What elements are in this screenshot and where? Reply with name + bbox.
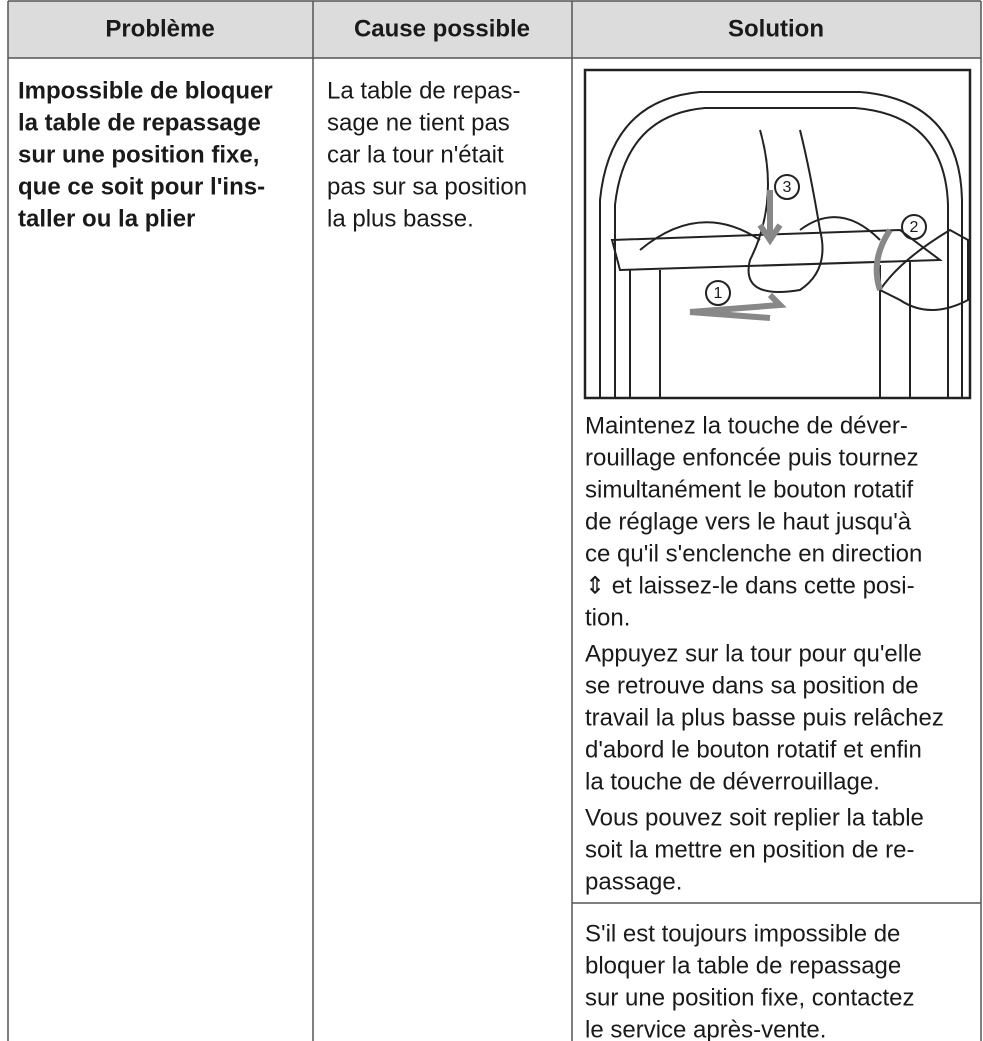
solution-line: la touche de déverrouillage. xyxy=(585,768,880,795)
problem-line: Impossible de bloquer xyxy=(18,77,273,104)
problem-line: sur une position fixe, xyxy=(18,141,259,168)
problem-line: que ce soit pour l'ins- xyxy=(18,173,265,200)
header-background xyxy=(8,1,981,58)
solution-line: S'il est toujours impossible de xyxy=(585,920,900,947)
solution-line: d'abord le bouton rotatif et enfin xyxy=(585,736,922,763)
solution-line: Maintenez la touche de déver- xyxy=(585,412,908,439)
solution-line: de réglage vers le haut jusqu'à xyxy=(585,508,912,535)
callout: 2 xyxy=(910,219,919,236)
solution-line: travail la plus basse puis relâchez xyxy=(585,704,944,731)
solution-line: soit la mettre en position de re- xyxy=(585,836,915,863)
problem-line: taller ou la plier xyxy=(18,205,195,232)
solution-line: ce qu'il s'enclenche en direction xyxy=(585,540,922,567)
cause-line: car la tour n'était xyxy=(327,141,504,168)
cause-line: la plus basse. xyxy=(327,205,474,232)
header-cell: Solution xyxy=(728,15,824,42)
solution-line: sur une position fixe, contactez xyxy=(585,984,915,1011)
solution-line: se retrouve dans sa position de xyxy=(585,672,919,699)
solution-line: tion. xyxy=(585,604,630,631)
solution-line: Vous pouvez soit replier la table xyxy=(585,804,924,831)
cause-line: sage ne tient pas xyxy=(327,109,510,136)
callout: 3 xyxy=(783,179,792,196)
callout: 1 xyxy=(714,285,723,302)
cause-line: pas sur sa position xyxy=(327,173,527,200)
header-cell: Cause possible xyxy=(354,15,530,42)
illustration: 1 2 3 xyxy=(583,68,972,400)
cause-line: La table de repas- xyxy=(327,77,520,104)
problem-line: la table de repassage xyxy=(18,109,261,136)
solution-line: le service après-vente. xyxy=(585,1016,826,1041)
solution-line: bloquer la table de repassage xyxy=(585,952,901,979)
solution-line: Appuyez sur la tour pour qu'elle xyxy=(585,640,922,667)
solution-line: rouillage enfoncée puis tournez xyxy=(585,444,919,471)
solution-line: simultanément le bouton rotatif xyxy=(585,476,914,503)
solution-line: ⇕ et laissez-le dans cette posi- xyxy=(585,572,915,599)
solution-line: passage. xyxy=(585,868,682,895)
header-cell: Problème xyxy=(105,15,214,42)
